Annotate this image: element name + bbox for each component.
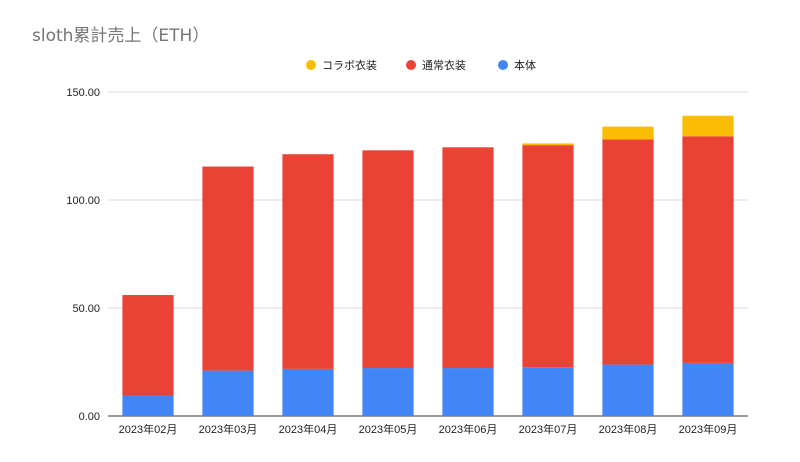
legend-label-1: 通常衣装: [422, 58, 466, 72]
bar-segment-1-4: [442, 147, 494, 369]
y-tick-label: 100.00: [66, 195, 100, 207]
legend-label-0: 本体: [514, 58, 536, 72]
bar-segment-1-3: [362, 150, 414, 369]
legend-swatch-1: [406, 60, 416, 70]
bar-segment-1-0: [122, 295, 174, 396]
legend-label-2: コラボ衣装: [322, 58, 377, 72]
bar-segment-2-5: [522, 143, 574, 146]
bar-segment-1-7: [682, 136, 734, 363]
bar-segment-0-1: [202, 370, 254, 416]
x-axis-ticks: 2023年02月 2023年03月 2023年04月 2023年05月 2023年06月…: [119, 422, 738, 436]
x-tick-label: 2023年09月: [679, 422, 738, 436]
y-tick-label: 150.00: [66, 87, 100, 99]
bar-segment-0-7: [682, 362, 734, 416]
bar-segment-1-5: [522, 145, 574, 368]
bar-segment-0-2: [282, 368, 334, 416]
x-tick-label: 2023年05月: [359, 422, 418, 436]
legend-swatch-2: [306, 60, 316, 70]
bar-segment-0-5: [522, 367, 574, 416]
x-tick-label: 2023年02月: [119, 422, 178, 436]
bar-segment-1-1: [202, 166, 254, 371]
bars: [122, 115, 734, 416]
x-tick-label: 2023年04月: [279, 422, 338, 436]
bar-segment-0-3: [362, 368, 414, 416]
x-tick-label: 2023年08月: [599, 422, 658, 436]
bar-segment-2-7: [682, 115, 734, 137]
y-axis-ticks: 0.00 50.00 100.00 150.00: [66, 87, 100, 423]
bar-segment-1-6: [602, 139, 654, 365]
chart-title: sloth累計売上（ETH）: [32, 26, 209, 46]
x-tick-label: 2023年07月: [519, 422, 578, 436]
legend-swatch-0: [498, 60, 508, 70]
bar-segment-1-2: [282, 154, 334, 369]
legend: コラボ衣装 通常衣装 本体: [306, 58, 536, 72]
bar-segment-2-6: [602, 126, 654, 140]
bar-segment-0-6: [602, 364, 654, 416]
x-tick-label: 2023年06月: [439, 422, 498, 436]
bar-segment-0-0: [122, 395, 174, 416]
y-tick-label: 0.00: [79, 411, 100, 423]
y-tick-label: 50.00: [72, 303, 100, 315]
x-tick-label: 2023年03月: [199, 422, 258, 436]
bar-segment-0-4: [442, 368, 494, 416]
